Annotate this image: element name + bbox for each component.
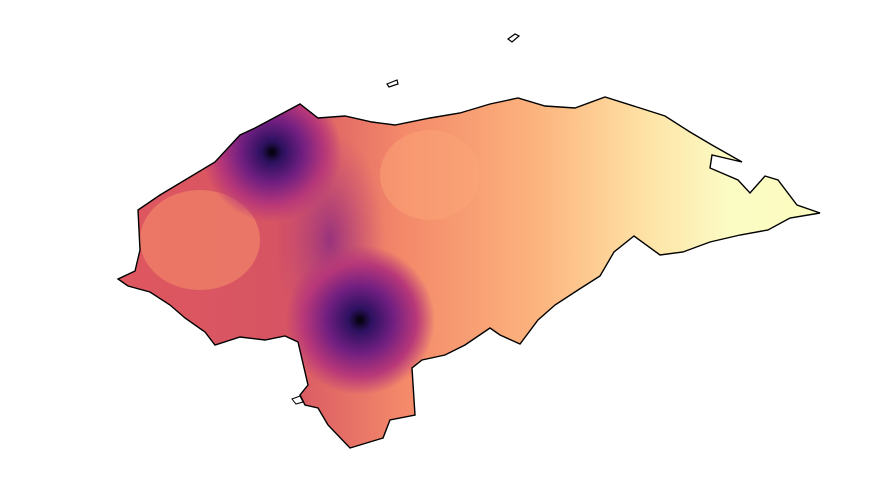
island-north: [506, 33, 521, 43]
hotspot-north-west: [202, 97, 342, 222]
hotspot-central: [285, 245, 435, 395]
island-south: [291, 395, 304, 405]
light-patch-west: [140, 190, 260, 290]
raster-surface: [118, 97, 820, 448]
island-bay: [386, 79, 399, 88]
light-patch-center: [380, 130, 480, 220]
